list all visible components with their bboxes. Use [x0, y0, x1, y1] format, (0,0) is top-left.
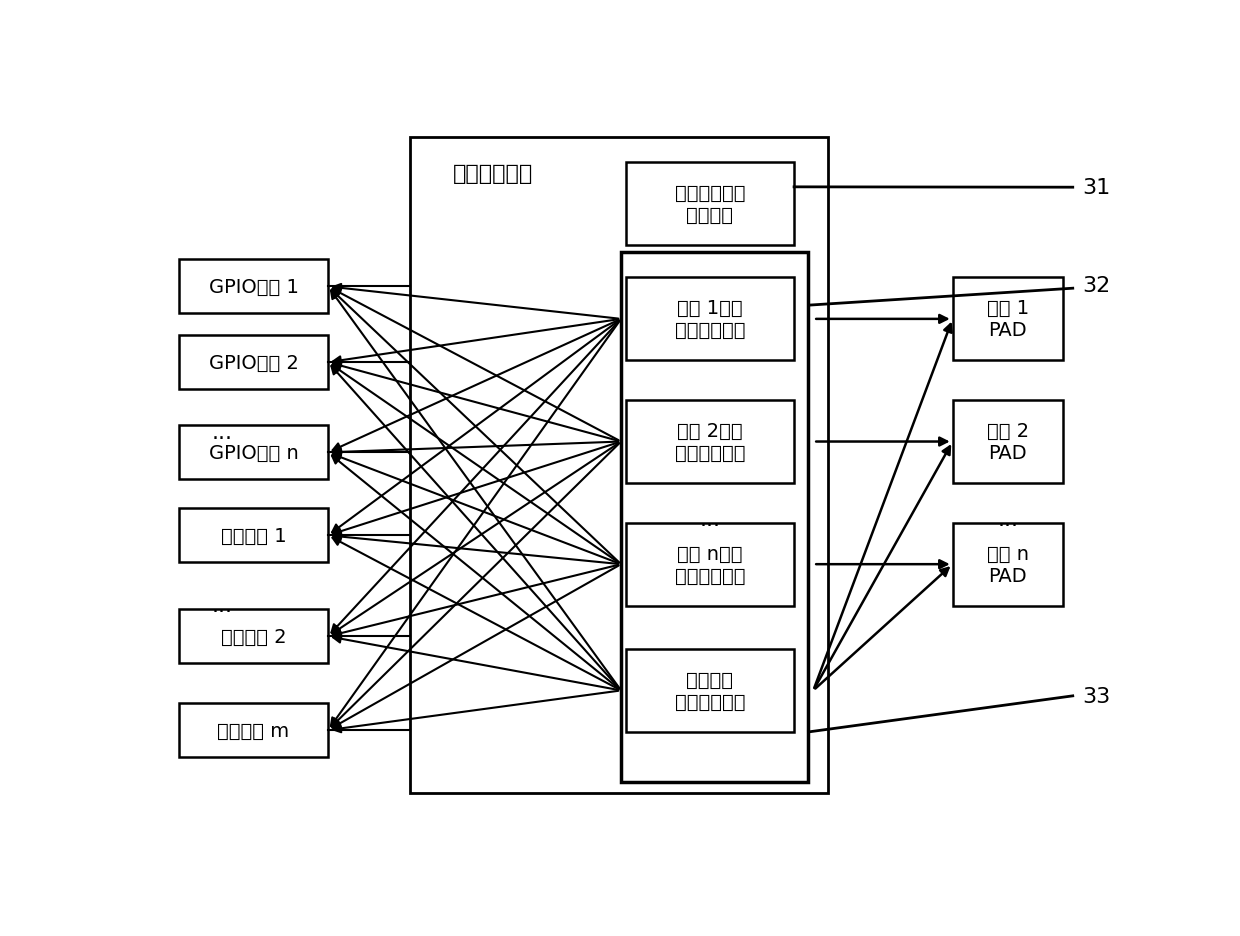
Text: GPIO信号 n: GPIO信号 n: [208, 444, 299, 462]
Bar: [179, 609, 327, 664]
Bar: [626, 523, 794, 606]
Text: ...: ...: [212, 422, 233, 443]
Bar: [952, 278, 1063, 361]
Text: ...: ...: [998, 509, 1019, 530]
Text: 功能信号 m: 功能信号 m: [217, 721, 290, 739]
Text: 管脚 2
PAD: 管脚 2 PAD: [987, 421, 1029, 462]
Text: GPIO信号 1: GPIO信号 1: [208, 278, 299, 297]
Text: 管脚 1
PAD: 管脚 1 PAD: [987, 299, 1029, 340]
Text: 管脚 n输出
控制逻辑单元: 管脚 n输出 控制逻辑单元: [675, 544, 745, 585]
Text: 管脚输入
控制逻辑单元: 管脚输入 控制逻辑单元: [675, 670, 745, 711]
Bar: [621, 253, 808, 782]
Bar: [626, 650, 794, 732]
Text: 32: 32: [1083, 275, 1111, 295]
Text: ...: ...: [212, 595, 233, 615]
Text: 管脚 2输出
控制逻辑单元: 管脚 2输出 控制逻辑单元: [675, 421, 745, 462]
Bar: [409, 138, 828, 794]
Text: GPIO信号 2: GPIO信号 2: [208, 353, 299, 373]
Text: 33: 33: [1083, 686, 1111, 706]
Bar: [626, 401, 794, 484]
Bar: [626, 278, 794, 361]
Text: ...: ...: [699, 509, 720, 530]
Bar: [179, 260, 327, 314]
Bar: [179, 703, 327, 757]
Bar: [626, 163, 794, 245]
Bar: [179, 426, 327, 480]
Bar: [952, 523, 1063, 606]
Text: 功能信号 1: 功能信号 1: [221, 526, 286, 546]
Bar: [179, 508, 327, 563]
Text: 31: 31: [1083, 178, 1111, 198]
Bar: [179, 336, 327, 389]
Text: 功能信号 2: 功能信号 2: [221, 627, 286, 646]
Text: 管脚复用控制
寄存器组: 管脚复用控制 寄存器组: [675, 183, 745, 225]
Text: 管脚 1输出
控制逻辑单元: 管脚 1输出 控制逻辑单元: [675, 299, 745, 340]
Text: 管脚复用模块: 管脚复用模块: [453, 164, 533, 183]
Text: 管脚 n
PAD: 管脚 n PAD: [987, 544, 1029, 585]
Bar: [952, 401, 1063, 484]
